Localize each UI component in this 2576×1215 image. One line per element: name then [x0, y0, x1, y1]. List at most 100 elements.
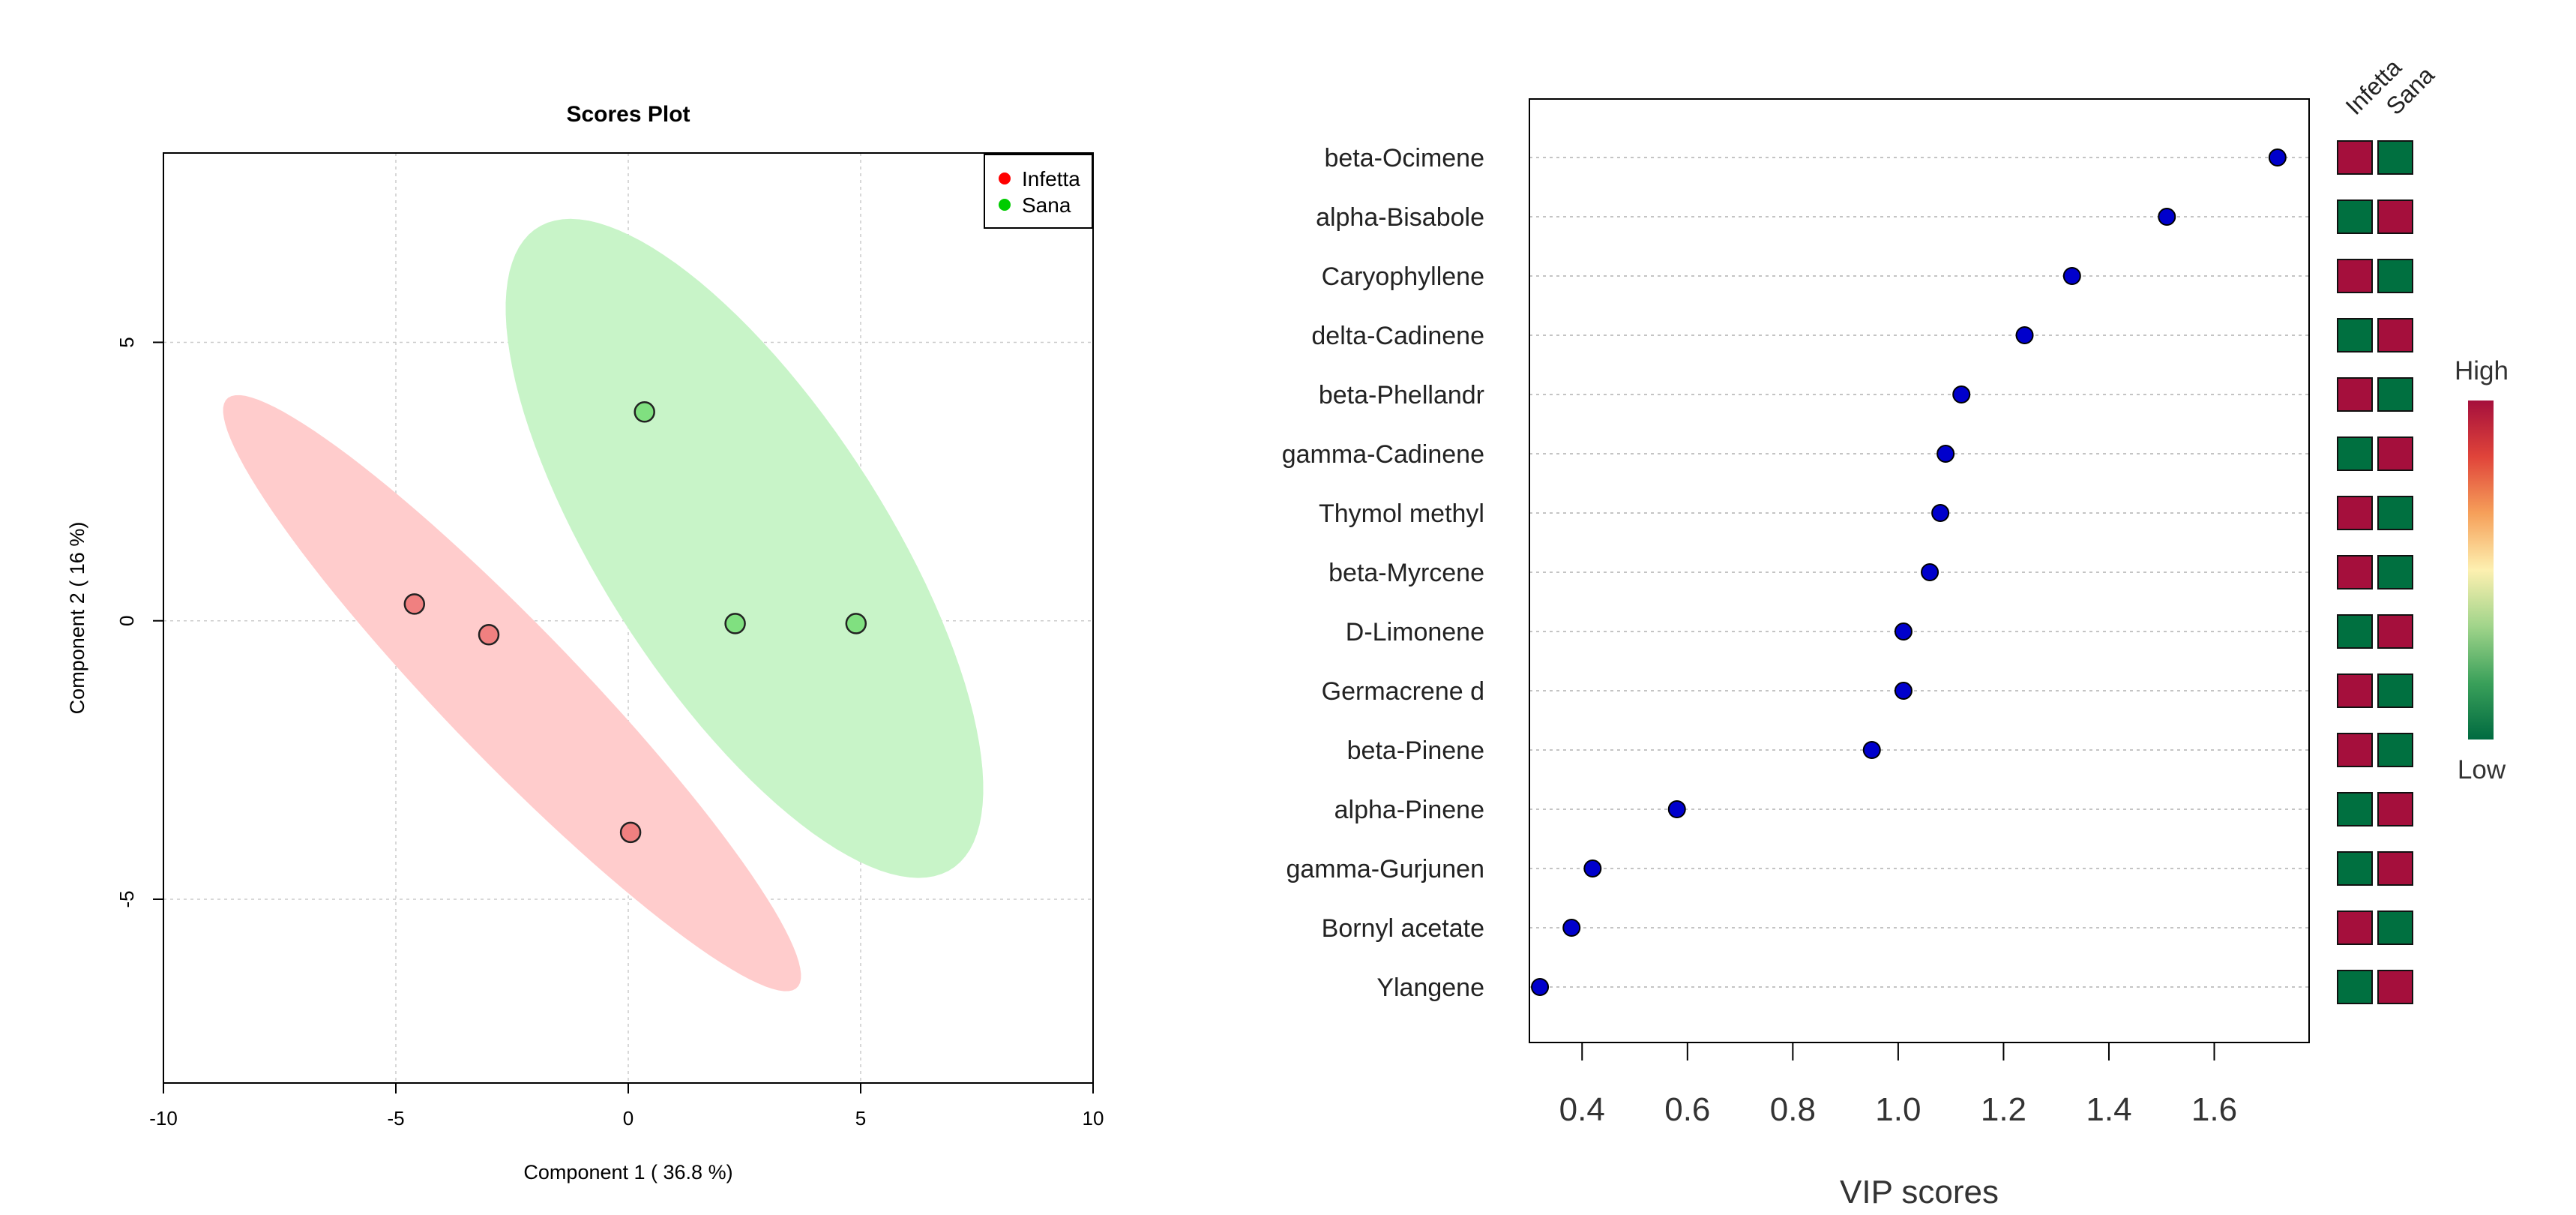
vip-feature-label: Thymol methyl: [1319, 500, 1484, 528]
heat-cell-infetta: [2337, 140, 2373, 175]
vip-x-tick-label: 1.4: [2086, 1091, 2131, 1128]
vip-x-tick-label: 1.6: [2191, 1091, 2237, 1128]
scores-x-tick-label: 0: [623, 1107, 634, 1130]
heat-cell-infetta: [2337, 436, 2373, 471]
heat-cell-sana: [2377, 910, 2413, 945]
scores-ellipses: [223, 218, 984, 992]
heat-cell-sana: [2377, 555, 2413, 590]
scores-plot-panel: Scores Plot -10 -5 0 5 10 -5 0 5 Component 1 (…: [66, 102, 1104, 1184]
vip-feature-label: beta-Ocimene: [1324, 144, 1484, 172]
vip-point: [1562, 919, 1581, 937]
heat-cell-infetta: [2337, 259, 2373, 293]
vip-point: [2015, 326, 2034, 344]
score-point-infetta: [478, 624, 500, 646]
scores-y-tick-label: 0: [115, 615, 138, 626]
vip-feature-label: gamma-Gurjunen: [1286, 855, 1484, 884]
heat-cell-sana: [2377, 140, 2413, 175]
heat-cell-sana: [2377, 436, 2413, 471]
vip-point: [2268, 148, 2287, 166]
colorbar-gradient: [2468, 400, 2494, 740]
heat-cell-sana: [2377, 377, 2413, 412]
scores-y-tick-label: -5: [115, 890, 138, 908]
heat-cell-infetta: [2337, 614, 2373, 649]
heat-cell-infetta: [2337, 318, 2373, 352]
colorbar-high-label: High: [2455, 356, 2509, 386]
scores-y-axis-label: Component 2 ( 16 %): [66, 522, 88, 715]
heat-cell-sana: [2377, 496, 2413, 530]
score-point-sana: [634, 401, 655, 423]
vip-points: [1531, 148, 2287, 996]
heat-cell-sana: [2377, 318, 2413, 352]
vip-x-tick-label: 0.6: [1664, 1091, 1710, 1128]
heat-cell-infetta: [2337, 792, 2373, 826]
heat-cell-infetta: [2337, 674, 2373, 708]
vip-plot-frame: [1529, 98, 2310, 1043]
scores-legend: Infetta Sana: [984, 154, 1093, 229]
legend-label-infetta: Infetta: [1022, 167, 1080, 190]
vip-feature-label: Ylangene: [1376, 974, 1484, 1002]
vip-feature-label: Caryophyllene: [1322, 262, 1484, 291]
heat-cell-infetta: [2337, 970, 2373, 1004]
heat-cell-sana: [2377, 674, 2413, 708]
vip-plot-panel: beta-Ocimene alpha-Bisabole Caryophyllene d…: [1282, 53, 2509, 1210]
scores-x-axis-label: Component 1 ( 36.8 %): [523, 1161, 732, 1184]
legend-label-sana: Sana: [1022, 194, 1071, 217]
heat-cell-sana: [2377, 259, 2413, 293]
vip-point: [2158, 208, 2176, 226]
heat-cell-sana: [2377, 970, 2413, 1004]
heat-cell-sana: [2377, 851, 2413, 886]
vip-x-tick-label: 0.4: [1559, 1091, 1605, 1128]
scores-x-tick-label: -10: [149, 1107, 178, 1130]
heat-cell-infetta: [2337, 733, 2373, 767]
heat-cell-sana: [2377, 614, 2413, 649]
vip-point: [1952, 386, 1971, 404]
colorbar-low-label: Low: [2458, 755, 2506, 784]
vip-feature-label: beta-Pinene: [1347, 736, 1484, 765]
vip-feature-labels: beta-Ocimene alpha-Bisabole Caryophyllene d…: [1282, 144, 1484, 1002]
scores-x-tick-label: -5: [387, 1107, 404, 1130]
score-point-sana: [724, 613, 746, 634]
legend-marker-sana: [999, 199, 1011, 211]
score-point-sana: [845, 613, 867, 634]
vip-feature-label: Germacrene d: [1322, 677, 1484, 706]
heat-cell-infetta: [2337, 496, 2373, 530]
scores-y-tick-label: 5: [115, 337, 138, 347]
score-point-infetta: [619, 821, 642, 844]
vip-x-axis: 0.4 0.6 0.8 1.0 1.2 1.4 1.6: [1559, 1042, 2237, 1128]
heat-cell-sana: [2377, 200, 2413, 234]
vip-x-tick-label: 0.8: [1770, 1091, 1816, 1128]
heat-cell-infetta: [2337, 851, 2373, 886]
scores-points: [403, 401, 867, 844]
vip-point: [1667, 800, 1686, 818]
vip-colorbar: High Low: [2455, 356, 2509, 784]
vip-x-axis-label: VIP scores: [1840, 1174, 1999, 1210]
vip-x-tick-label: 1.0: [1875, 1091, 1921, 1128]
heat-cell-sana: [2377, 733, 2413, 767]
scores-plot-title: Scores Plot: [566, 102, 690, 127]
scores-x-axis: -10 -5 0 5 10: [149, 1083, 1104, 1130]
vip-point: [1531, 978, 1550, 996]
vip-point: [1894, 622, 1913, 640]
vip-feature-label: beta-Myrcene: [1328, 559, 1484, 587]
heat-cell-sana: [2377, 792, 2413, 826]
heat-cell-infetta: [2337, 200, 2373, 234]
vip-point: [1862, 741, 1881, 759]
vip-feature-label: alpha-Pinene: [1334, 796, 1484, 824]
legend-frame: [984, 154, 1093, 229]
scores-y-axis: -5 0 5: [115, 337, 163, 908]
vip-feature-label: gamma-Cadinene: [1282, 440, 1484, 469]
legend-marker-infetta: [999, 172, 1011, 184]
vip-point: [1894, 682, 1913, 700]
confidence-ellipse-infetta: [223, 394, 801, 992]
vip-feature-label: delta-Cadinene: [1311, 322, 1484, 350]
heat-cell-infetta: [2337, 377, 2373, 412]
score-point-infetta: [403, 593, 426, 615]
vip-feature-label: D-Limonene: [1346, 618, 1484, 646]
vip-point: [2062, 267, 2081, 285]
scores-x-tick-label: 10: [1083, 1107, 1104, 1130]
vip-point: [1936, 445, 1955, 463]
vip-point: [1921, 563, 1939, 581]
vip-x-tick-label: 1.2: [1981, 1091, 2026, 1128]
